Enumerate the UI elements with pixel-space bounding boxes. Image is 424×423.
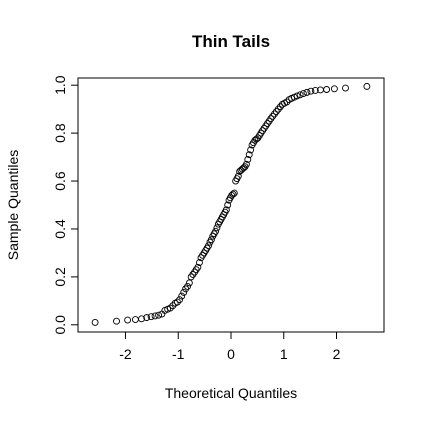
x-tick-label: 0 — [227, 346, 235, 362]
data-point — [242, 160, 250, 168]
data-point — [212, 227, 220, 235]
y-tick-label: 0.2 — [52, 267, 68, 287]
data-point — [207, 236, 215, 244]
data-point — [247, 146, 255, 154]
data-point — [138, 315, 146, 323]
data-points — [91, 82, 371, 326]
data-point — [178, 292, 186, 300]
data-point — [272, 108, 280, 115]
data-point — [307, 87, 315, 95]
data-point — [299, 90, 307, 98]
data-point — [196, 259, 203, 266]
data-point — [296, 91, 304, 99]
x-tick-label: -1 — [172, 346, 185, 362]
data-point — [276, 103, 284, 111]
data-point — [311, 87, 319, 94]
x-tick-label: 2 — [333, 346, 341, 362]
data-point — [173, 298, 181, 306]
data-point — [363, 82, 371, 90]
data-point — [176, 296, 184, 304]
y-tick-label: 0.4 — [52, 219, 68, 239]
data-point — [185, 279, 193, 287]
data-point — [169, 302, 177, 310]
data-point — [224, 201, 232, 209]
data-point — [283, 98, 291, 106]
data-point — [131, 316, 139, 323]
x-tick-label: -2 — [119, 346, 132, 362]
data-point — [213, 224, 221, 232]
y-tick-label: 1.0 — [52, 75, 68, 95]
data-point — [166, 304, 174, 312]
data-point — [229, 190, 237, 198]
data-point — [234, 172, 242, 180]
data-point — [113, 317, 120, 325]
y-tick-label: 0.8 — [52, 123, 68, 143]
y-axis-label: Sample Quantiles — [5, 150, 21, 261]
chart-title: Thin Tails — [192, 32, 270, 51]
y-axis: 0.0 0.2 0.4 0.6 0.8 1.0 — [52, 75, 79, 335]
data-point — [143, 314, 151, 322]
x-tick-label: 1 — [280, 346, 288, 362]
data-point — [303, 88, 311, 96]
data-point — [147, 313, 155, 321]
data-point — [91, 318, 99, 326]
data-point — [293, 92, 301, 100]
data-point — [230, 189, 238, 197]
data-point — [244, 156, 252, 163]
data-point — [245, 151, 253, 159]
x-axis-label: Theoretical Quantiles — [165, 385, 297, 401]
data-point — [194, 263, 202, 271]
data-point — [342, 84, 349, 92]
data-point — [222, 206, 230, 214]
y-tick-label: 0.0 — [52, 315, 68, 335]
data-point — [205, 242, 212, 250]
data-point — [323, 86, 331, 93]
data-point — [274, 105, 282, 113]
data-point — [184, 283, 191, 290]
data-point — [124, 316, 132, 324]
data-point — [155, 311, 163, 319]
data-point — [330, 85, 338, 93]
data-point — [151, 312, 159, 320]
x-axis: -2 -1 0 1 2 — [119, 331, 341, 362]
y-tick-label: 0.6 — [52, 171, 68, 191]
data-point — [180, 289, 188, 296]
